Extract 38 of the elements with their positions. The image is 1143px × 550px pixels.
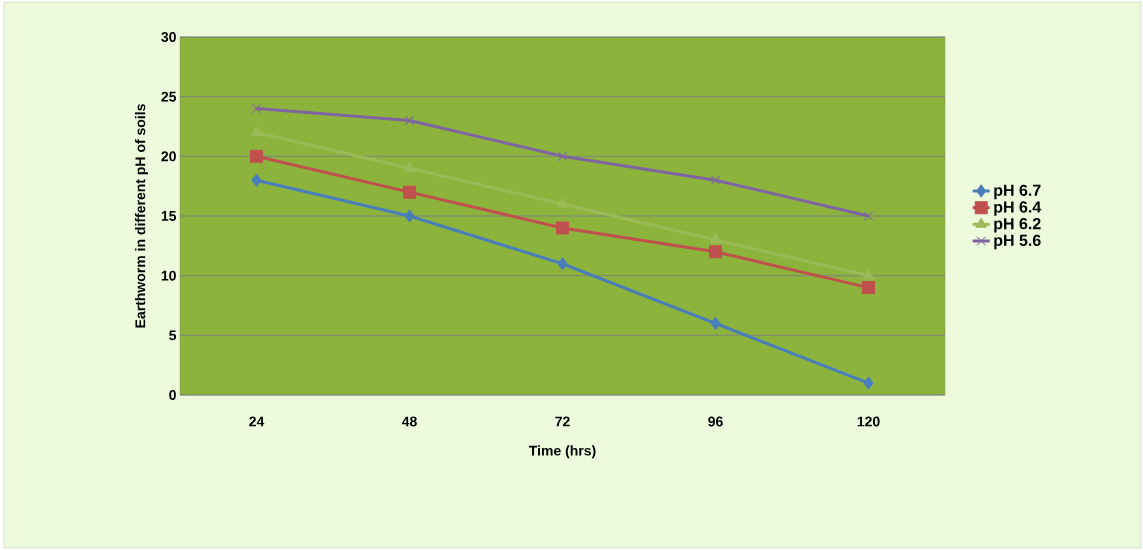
y-tick-label: 25 <box>161 91 177 102</box>
y-axis-title: Earthworm in different pH of soils <box>134 104 149 328</box>
y-tick-label: 20 <box>161 151 176 162</box>
point <box>404 209 415 223</box>
point <box>863 211 874 221</box>
point <box>557 257 568 271</box>
point <box>403 185 417 199</box>
point <box>250 149 264 163</box>
point <box>709 233 722 244</box>
legend-label: pH 5.6 <box>994 234 1041 250</box>
y-tick-label: 15 <box>161 211 177 221</box>
point <box>557 151 568 162</box>
x-tick-label: 120 <box>857 416 880 427</box>
point <box>251 173 262 187</box>
point <box>556 221 570 235</box>
point <box>403 161 416 172</box>
x-tick-label: 48 <box>401 416 417 427</box>
point <box>709 245 723 259</box>
point <box>250 125 263 136</box>
point <box>710 316 721 330</box>
x-tick-label: 72 <box>555 416 570 427</box>
y-tick-label: 30 <box>161 32 176 42</box>
legend-label: pH 6.7 <box>994 184 1041 200</box>
point <box>404 115 415 126</box>
point <box>862 269 875 280</box>
point <box>556 197 569 208</box>
x-axis-title: Time (hrs) <box>528 445 596 459</box>
y-tick-label: 0 <box>169 390 176 400</box>
legend-label: pH 6.2 <box>994 218 1041 233</box>
point <box>863 376 874 390</box>
point <box>862 281 876 295</box>
legend-label: pH 6.4 <box>994 201 1042 216</box>
y-tick-label: 5 <box>169 330 177 341</box>
x-tick-label: 96 <box>708 416 723 427</box>
y-tick-label: 10 <box>161 270 176 281</box>
x-tick-label: 24 <box>249 416 265 427</box>
point <box>251 103 262 114</box>
point <box>710 175 721 185</box>
